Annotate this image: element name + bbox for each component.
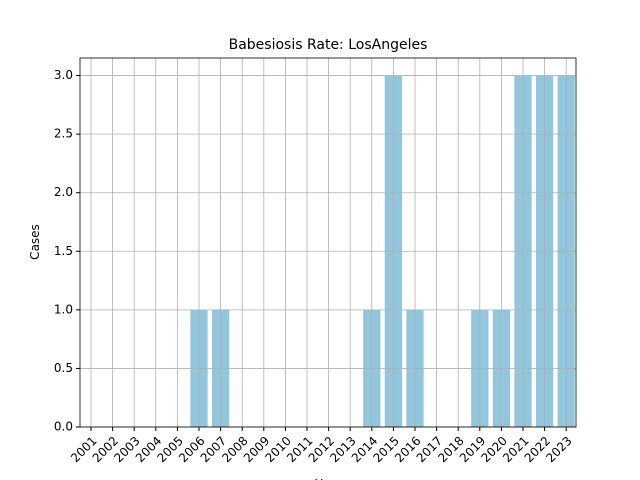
y-tick-label: 2.0	[54, 185, 73, 199]
chart-title: Babesiosis Rate: LosAngeles	[229, 37, 428, 53]
y-tick-label: 3.0	[54, 68, 73, 82]
x-axis-label: Year	[314, 477, 340, 480]
y-tick-label: 1.5	[54, 244, 73, 258]
plot-frame	[79, 57, 577, 428]
y-tick-label: 1.0	[54, 302, 73, 316]
x-tick-label: 2023	[543, 434, 574, 465]
y-tick-label: 0.0	[54, 420, 73, 434]
y-tick-label: 2.5	[54, 127, 73, 141]
y-axis-label: Cases	[28, 224, 42, 260]
y-tick-label: 0.5	[54, 361, 73, 375]
